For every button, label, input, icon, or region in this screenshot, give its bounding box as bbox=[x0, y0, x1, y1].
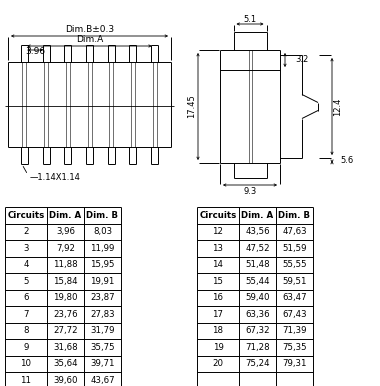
Text: 63,47: 63,47 bbox=[282, 293, 307, 302]
Text: 8,03: 8,03 bbox=[93, 227, 112, 236]
Text: 3: 3 bbox=[23, 244, 29, 253]
Text: 18: 18 bbox=[212, 326, 223, 335]
Text: 75,24: 75,24 bbox=[245, 359, 270, 368]
Text: 51,59: 51,59 bbox=[282, 244, 307, 253]
Text: 15: 15 bbox=[212, 277, 223, 286]
Text: 47,52: 47,52 bbox=[245, 244, 270, 253]
Text: 3,96: 3,96 bbox=[56, 227, 75, 236]
Text: 31,79: 31,79 bbox=[90, 326, 115, 335]
Text: 12.4: 12.4 bbox=[334, 97, 342, 116]
Text: 20: 20 bbox=[212, 359, 223, 368]
Text: 27,83: 27,83 bbox=[90, 310, 115, 319]
Text: 31,68: 31,68 bbox=[53, 343, 78, 352]
Text: 17.45: 17.45 bbox=[187, 95, 196, 119]
Text: 47,63: 47,63 bbox=[282, 227, 307, 236]
Text: 35,75: 35,75 bbox=[90, 343, 115, 352]
Text: 67,32: 67,32 bbox=[245, 326, 270, 335]
Text: 12: 12 bbox=[212, 227, 223, 236]
Text: 15,84: 15,84 bbox=[53, 277, 78, 286]
Text: 23,87: 23,87 bbox=[90, 293, 115, 302]
Text: 67,43: 67,43 bbox=[282, 310, 307, 319]
Text: 8: 8 bbox=[23, 326, 29, 335]
Text: 75,35: 75,35 bbox=[282, 343, 307, 352]
Text: 14: 14 bbox=[212, 260, 223, 269]
Text: 7: 7 bbox=[23, 310, 29, 319]
Text: 13: 13 bbox=[212, 244, 223, 253]
Text: 5.6: 5.6 bbox=[340, 156, 353, 165]
Text: 71,39: 71,39 bbox=[282, 326, 307, 335]
Text: 59,40: 59,40 bbox=[245, 293, 270, 302]
Text: Dim. A: Dim. A bbox=[49, 211, 82, 220]
Text: 63,36: 63,36 bbox=[245, 310, 270, 319]
Text: 39,71: 39,71 bbox=[90, 359, 115, 368]
Text: 4: 4 bbox=[23, 260, 29, 269]
Text: 3.96: 3.96 bbox=[25, 46, 45, 56]
Text: 19,80: 19,80 bbox=[53, 293, 78, 302]
Text: 19,91: 19,91 bbox=[90, 277, 115, 286]
Text: 79,31: 79,31 bbox=[282, 359, 307, 368]
Text: 43,56: 43,56 bbox=[245, 227, 270, 236]
Text: 27,72: 27,72 bbox=[53, 326, 78, 335]
Text: 35,64: 35,64 bbox=[53, 359, 78, 368]
Text: 3.2: 3.2 bbox=[295, 56, 308, 64]
Text: 11,88: 11,88 bbox=[53, 260, 78, 269]
Text: 23,76: 23,76 bbox=[53, 310, 78, 319]
Text: 19: 19 bbox=[212, 343, 223, 352]
Text: Circuits: Circuits bbox=[7, 211, 44, 220]
Text: Dim. A: Dim. A bbox=[241, 211, 274, 220]
Text: 71,28: 71,28 bbox=[245, 343, 270, 352]
Text: 6: 6 bbox=[23, 293, 29, 302]
Text: Dim. B: Dim. B bbox=[87, 211, 119, 220]
Text: 39,60: 39,60 bbox=[53, 376, 78, 385]
Text: 5.1: 5.1 bbox=[244, 15, 256, 24]
Text: Dim.A: Dim.A bbox=[76, 36, 103, 44]
Text: Circuits: Circuits bbox=[200, 211, 237, 220]
Text: 51,48: 51,48 bbox=[245, 260, 270, 269]
Text: 9: 9 bbox=[23, 343, 28, 352]
Text: 5: 5 bbox=[23, 277, 29, 286]
Text: 7,92: 7,92 bbox=[56, 244, 75, 253]
Text: —1.14X1.14: —1.14X1.14 bbox=[30, 173, 81, 181]
Text: 2: 2 bbox=[23, 227, 29, 236]
Text: 10: 10 bbox=[21, 359, 32, 368]
Text: 9.3: 9.3 bbox=[243, 188, 256, 196]
Text: 59,51: 59,51 bbox=[282, 277, 307, 286]
Text: Dim.B±0.3: Dim.B±0.3 bbox=[65, 25, 114, 34]
Text: 17: 17 bbox=[212, 310, 223, 319]
Text: 55,55: 55,55 bbox=[282, 260, 307, 269]
Text: 43,67: 43,67 bbox=[90, 376, 115, 385]
Text: 11,99: 11,99 bbox=[90, 244, 115, 253]
Text: 16: 16 bbox=[212, 293, 223, 302]
Text: 55,44: 55,44 bbox=[245, 277, 270, 286]
Text: 11: 11 bbox=[21, 376, 32, 385]
Text: Dim. B: Dim. B bbox=[279, 211, 310, 220]
Text: 15,95: 15,95 bbox=[90, 260, 115, 269]
